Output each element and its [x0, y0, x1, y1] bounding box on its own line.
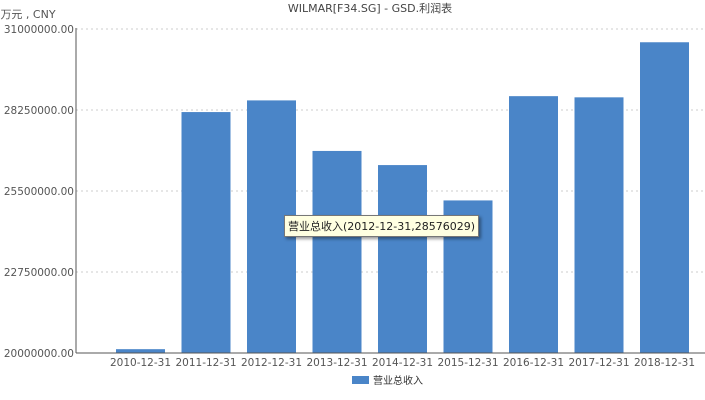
x-tick-label: 2012-12-31 — [241, 357, 302, 369]
bar-2014-12-31[interactable] — [378, 165, 427, 353]
x-tick-label: 2017-12-31 — [568, 357, 629, 369]
tooltip: 营业总收入(2012-12-31,28576029) — [284, 215, 479, 237]
y-tick-label: 31000000.00 — [4, 24, 74, 36]
y-tick-label: 20000000.00 — [4, 348, 74, 360]
x-tick-label: 2011-12-31 — [175, 357, 236, 369]
x-tick-label: 2018-12-31 — [634, 357, 695, 369]
legend-swatch — [352, 376, 369, 384]
chart-title: WILMAR[F34.SG] - GSD.利润表 — [288, 1, 452, 15]
bar-2013-12-31[interactable] — [312, 150, 362, 353]
bar-2010-12-31[interactable] — [116, 349, 165, 353]
x-tick-label: 2015-12-31 — [437, 357, 498, 369]
x-tick-label: 2014-12-31 — [372, 357, 433, 369]
legend-label[interactable]: 营业总收入 — [373, 374, 423, 387]
y-tick-label: 25500000.00 — [4, 186, 74, 198]
x-tick-label: 2010-12-31 — [110, 357, 171, 369]
x-tick-label: 2013-12-31 — [306, 357, 367, 369]
bar-2011-12-31[interactable] — [181, 112, 231, 353]
bar-2017-12-31[interactable] — [574, 97, 624, 353]
y-tick-label: 22750000.00 — [4, 267, 74, 279]
x-tick-label: 2016-12-31 — [503, 357, 564, 369]
y-axis-unit: 万元 , CNY — [0, 8, 55, 21]
bar-2018-12-31[interactable] — [640, 42, 689, 353]
bar-2016-12-31[interactable] — [509, 96, 558, 353]
y-tick-label: 28250000.00 — [4, 105, 74, 117]
